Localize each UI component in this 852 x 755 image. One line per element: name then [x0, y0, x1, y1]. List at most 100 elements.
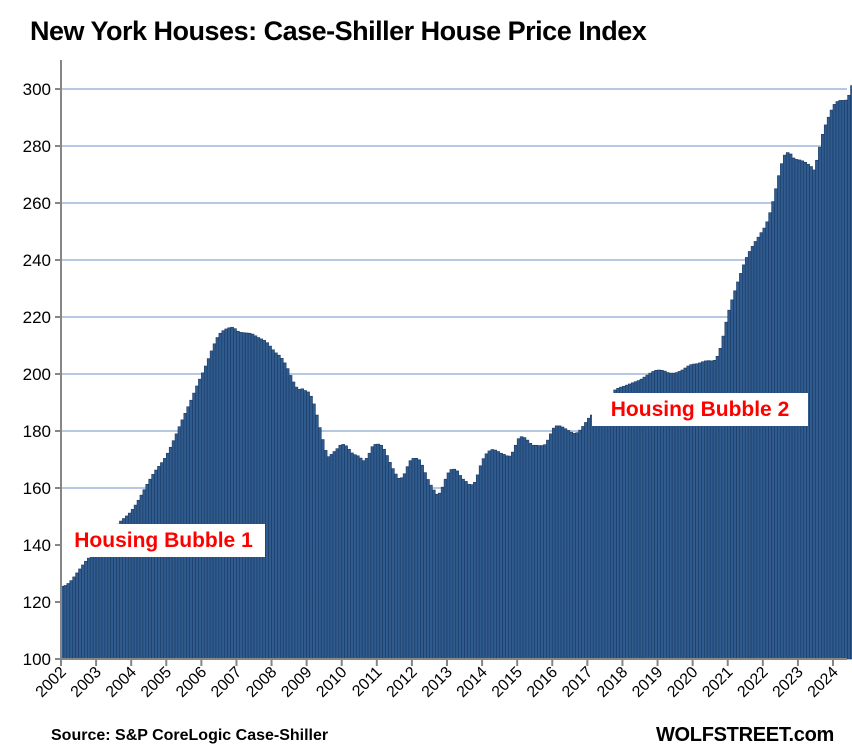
bar: [744, 257, 749, 660]
y-tick-label: 300: [23, 80, 51, 99]
y-tick-label: 260: [23, 194, 51, 213]
bar: [487, 450, 492, 660]
bar: [587, 417, 591, 660]
bar: [452, 468, 457, 660]
bar: [426, 479, 430, 660]
bar: [841, 100, 845, 660]
bar: [285, 368, 290, 660]
bar: [224, 328, 228, 660]
bar: [405, 466, 410, 660]
bar: [513, 444, 518, 660]
y-tick-label: 160: [23, 479, 51, 498]
bar: [742, 264, 746, 660]
bar: [464, 481, 468, 660]
bar: [253, 335, 258, 660]
bar: [569, 431, 574, 660]
bar: [739, 273, 743, 660]
x-tick-label: 2008: [243, 664, 280, 701]
bar: [356, 455, 360, 660]
bar: [163, 458, 167, 660]
bar: [736, 281, 740, 660]
bar: [607, 412, 612, 660]
x-tick-label: 2005: [138, 664, 175, 701]
y-axis-ticks: 100 120 140 160 180 200 220 240 260 280 300: [23, 80, 61, 669]
bar: [534, 444, 538, 660]
bar: [385, 455, 389, 660]
bar: [318, 427, 322, 660]
bar: [148, 478, 152, 660]
bar: [215, 337, 220, 660]
bar: [478, 465, 483, 660]
bar: [209, 350, 214, 660]
bar: [139, 494, 144, 660]
bar: [566, 430, 571, 660]
bar: [63, 585, 68, 660]
bar: [528, 442, 533, 660]
bar: [259, 338, 264, 660]
bar: [203, 365, 208, 660]
bar: [820, 134, 825, 660]
bar: [554, 425, 559, 660]
bar: [347, 448, 351, 660]
bar: [572, 432, 576, 660]
bar: [584, 422, 588, 660]
bar: [771, 201, 775, 660]
brand-watermark: WOLFSTREET.com: [655, 724, 834, 746]
x-tick-label: 2017: [559, 664, 596, 701]
bar: [358, 457, 363, 660]
bar: [850, 85, 852, 660]
bar: [350, 452, 354, 660]
bar: [87, 557, 91, 660]
bar: [537, 445, 541, 660]
x-tick-label: 2020: [664, 664, 701, 701]
bar: [481, 458, 486, 660]
bar: [516, 438, 521, 660]
bar: [721, 335, 726, 660]
bar: [312, 403, 316, 660]
bar: [142, 489, 147, 660]
bar: [303, 390, 307, 660]
bar: [601, 413, 606, 660]
bar: [578, 429, 582, 660]
bar: [575, 432, 579, 660]
bar: [581, 426, 585, 660]
bar: [443, 478, 448, 660]
bar: [619, 386, 623, 660]
bar: [341, 444, 345, 660]
bar: [399, 477, 404, 660]
bar: [198, 378, 202, 660]
bar: [753, 241, 758, 660]
bar: [236, 330, 240, 660]
bar: [598, 414, 603, 660]
bar: [277, 354, 281, 660]
bar: [250, 333, 255, 660]
bar: [505, 455, 509, 660]
bar: [92, 552, 97, 660]
x-tick-label: 2019: [629, 664, 666, 701]
bar: [361, 460, 366, 660]
bar: [271, 349, 275, 660]
bar: [423, 472, 427, 660]
bar: [511, 451, 515, 660]
x-tick-label: 2015: [489, 664, 526, 701]
bar: [499, 452, 503, 660]
bar: [546, 439, 550, 660]
y-tick-label: 240: [23, 251, 51, 270]
bar: [844, 99, 848, 660]
x-tick-label: 2022: [734, 664, 771, 701]
bar: [268, 345, 272, 660]
x-tick-label: 2016: [524, 664, 561, 701]
bar: [151, 474, 155, 660]
bar: [332, 451, 337, 660]
x-tick-label: 2012: [384, 664, 421, 701]
y-tick-label: 120: [23, 593, 51, 612]
bar: [756, 236, 761, 660]
bar: [242, 332, 246, 660]
bar: [592, 413, 597, 660]
bar: [762, 227, 767, 660]
bar: [604, 412, 609, 660]
bar: [218, 332, 223, 660]
bar: [733, 290, 737, 660]
bar: [382, 448, 386, 660]
bar: [81, 564, 85, 660]
